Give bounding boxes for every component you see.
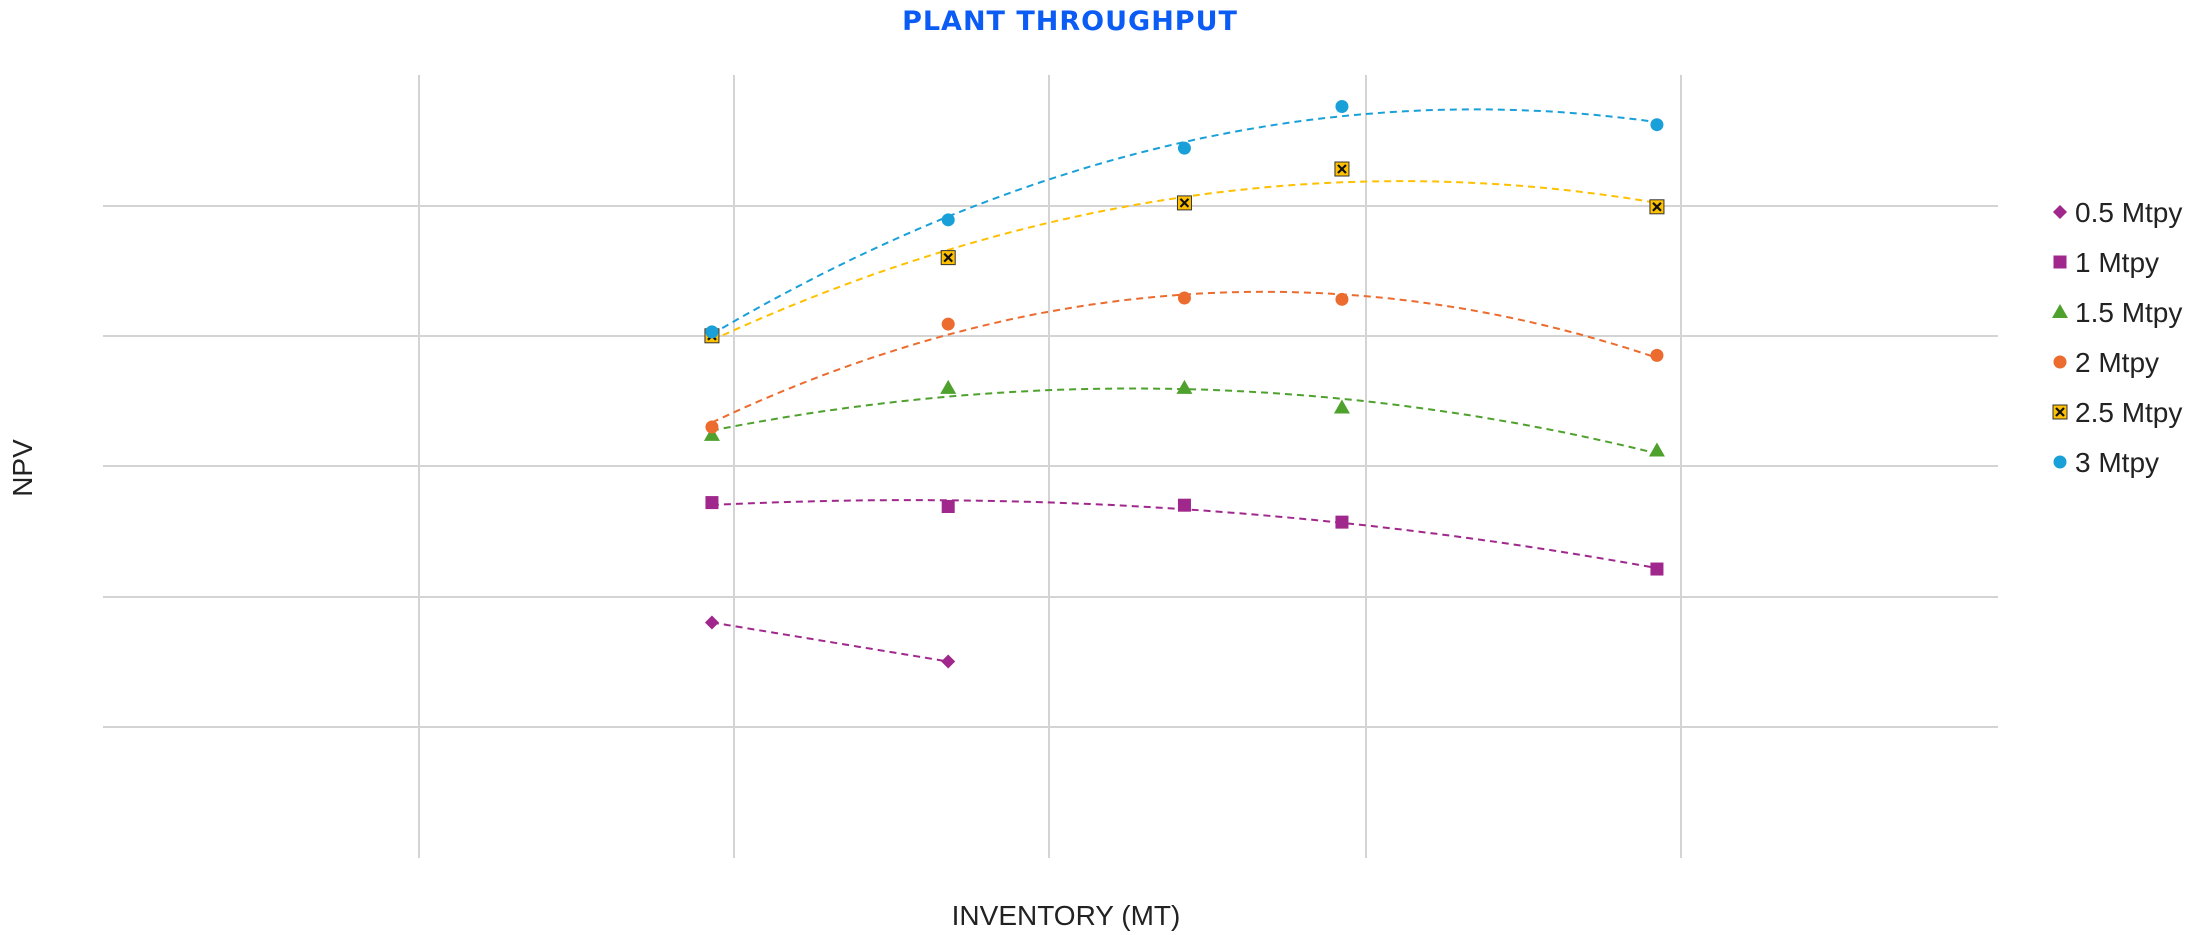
series-4-points xyxy=(705,291,1664,434)
legend-marker-1 xyxy=(2053,205,2067,219)
data-point-s4-5 xyxy=(1650,348,1664,362)
data-point-s3-1 xyxy=(703,426,720,441)
data-point-s4-1 xyxy=(705,420,719,434)
legend-label-2: 1 Mtpy xyxy=(2075,247,2159,278)
data-point-s6-1 xyxy=(705,325,719,339)
legend-label-3: 1.5 Mtpy xyxy=(2075,297,2182,328)
data-points xyxy=(703,99,1665,669)
data-point-s2-3 xyxy=(1177,498,1191,512)
data-point-s6-2 xyxy=(941,213,955,227)
legend-marker-2 xyxy=(2053,255,2067,269)
legend-marker-3 xyxy=(2052,304,2068,318)
gridlines xyxy=(103,75,1998,858)
series-5-points xyxy=(704,161,1665,344)
legend-item-1: 0.5 Mtpy xyxy=(2053,197,2182,228)
legend-label-4: 2 Mtpy xyxy=(2075,347,2159,378)
data-point-s6-5 xyxy=(1650,118,1664,132)
series-6-points xyxy=(705,99,1664,339)
legend-item-5: 2.5 Mtpy xyxy=(2052,397,2182,428)
series-2-points xyxy=(705,496,1664,576)
legend-item-4: 2 Mtpy xyxy=(2053,347,2159,378)
data-point-s5-2 xyxy=(940,250,956,266)
legend-marker-4 xyxy=(2053,355,2067,369)
data-point-s6-3 xyxy=(1177,141,1191,155)
legend-item-2: 1 Mtpy xyxy=(2053,247,2159,278)
data-point-s5-3 xyxy=(1176,195,1192,211)
data-point-s1-1 xyxy=(704,615,719,630)
trendline-series-3 xyxy=(711,387,1658,455)
data-point-s2-2 xyxy=(941,499,955,513)
data-point-s6-4 xyxy=(1335,99,1349,113)
legend-item-6: 3 Mtpy xyxy=(2053,447,2159,478)
data-point-s3-4 xyxy=(1333,399,1350,414)
data-point-s1-2 xyxy=(941,654,956,669)
legend-marker-6 xyxy=(2053,455,2067,469)
data-point-s4-2 xyxy=(941,317,955,331)
legend-label-6: 3 Mtpy xyxy=(2075,447,2159,478)
data-point-s4-3 xyxy=(1177,291,1191,305)
legend: 0.5 Mtpy 1 Mtpy 1.5 Mtpy 2 Mtpy 2.5 Mtpy 3 Mt… xyxy=(2052,197,2182,478)
data-point-s5-4 xyxy=(1334,161,1350,177)
legend-label-5: 2.5 Mtpy xyxy=(2075,397,2182,428)
data-point-s4-4 xyxy=(1335,292,1349,306)
trendline-series-1 xyxy=(711,621,949,663)
legend-label-1: 0.5 Mtpy xyxy=(2075,197,2182,228)
data-point-s2-5 xyxy=(1650,562,1664,576)
series-3-points xyxy=(703,379,1665,457)
data-point-s5-5 xyxy=(1649,199,1665,215)
legend-marker-5 xyxy=(2052,404,2068,420)
trendline-series-6 xyxy=(711,108,1658,336)
trendline-series-4 xyxy=(711,290,1658,424)
x-axis-label: INVENTORY (MT) xyxy=(952,900,1181,931)
data-point-s2-4 xyxy=(1335,515,1349,529)
chart-title: PLANT THROUGHPUT xyxy=(902,6,1238,37)
data-point-s3-5 xyxy=(1648,442,1665,457)
data-point-s3-2 xyxy=(940,379,957,394)
series-1-points xyxy=(704,615,956,669)
y-axis-label: NPV xyxy=(7,439,38,497)
data-point-s3-3 xyxy=(1176,379,1193,394)
data-point-s2-1 xyxy=(705,496,719,510)
legend-item-3: 1.5 Mtpy xyxy=(2052,297,2182,328)
